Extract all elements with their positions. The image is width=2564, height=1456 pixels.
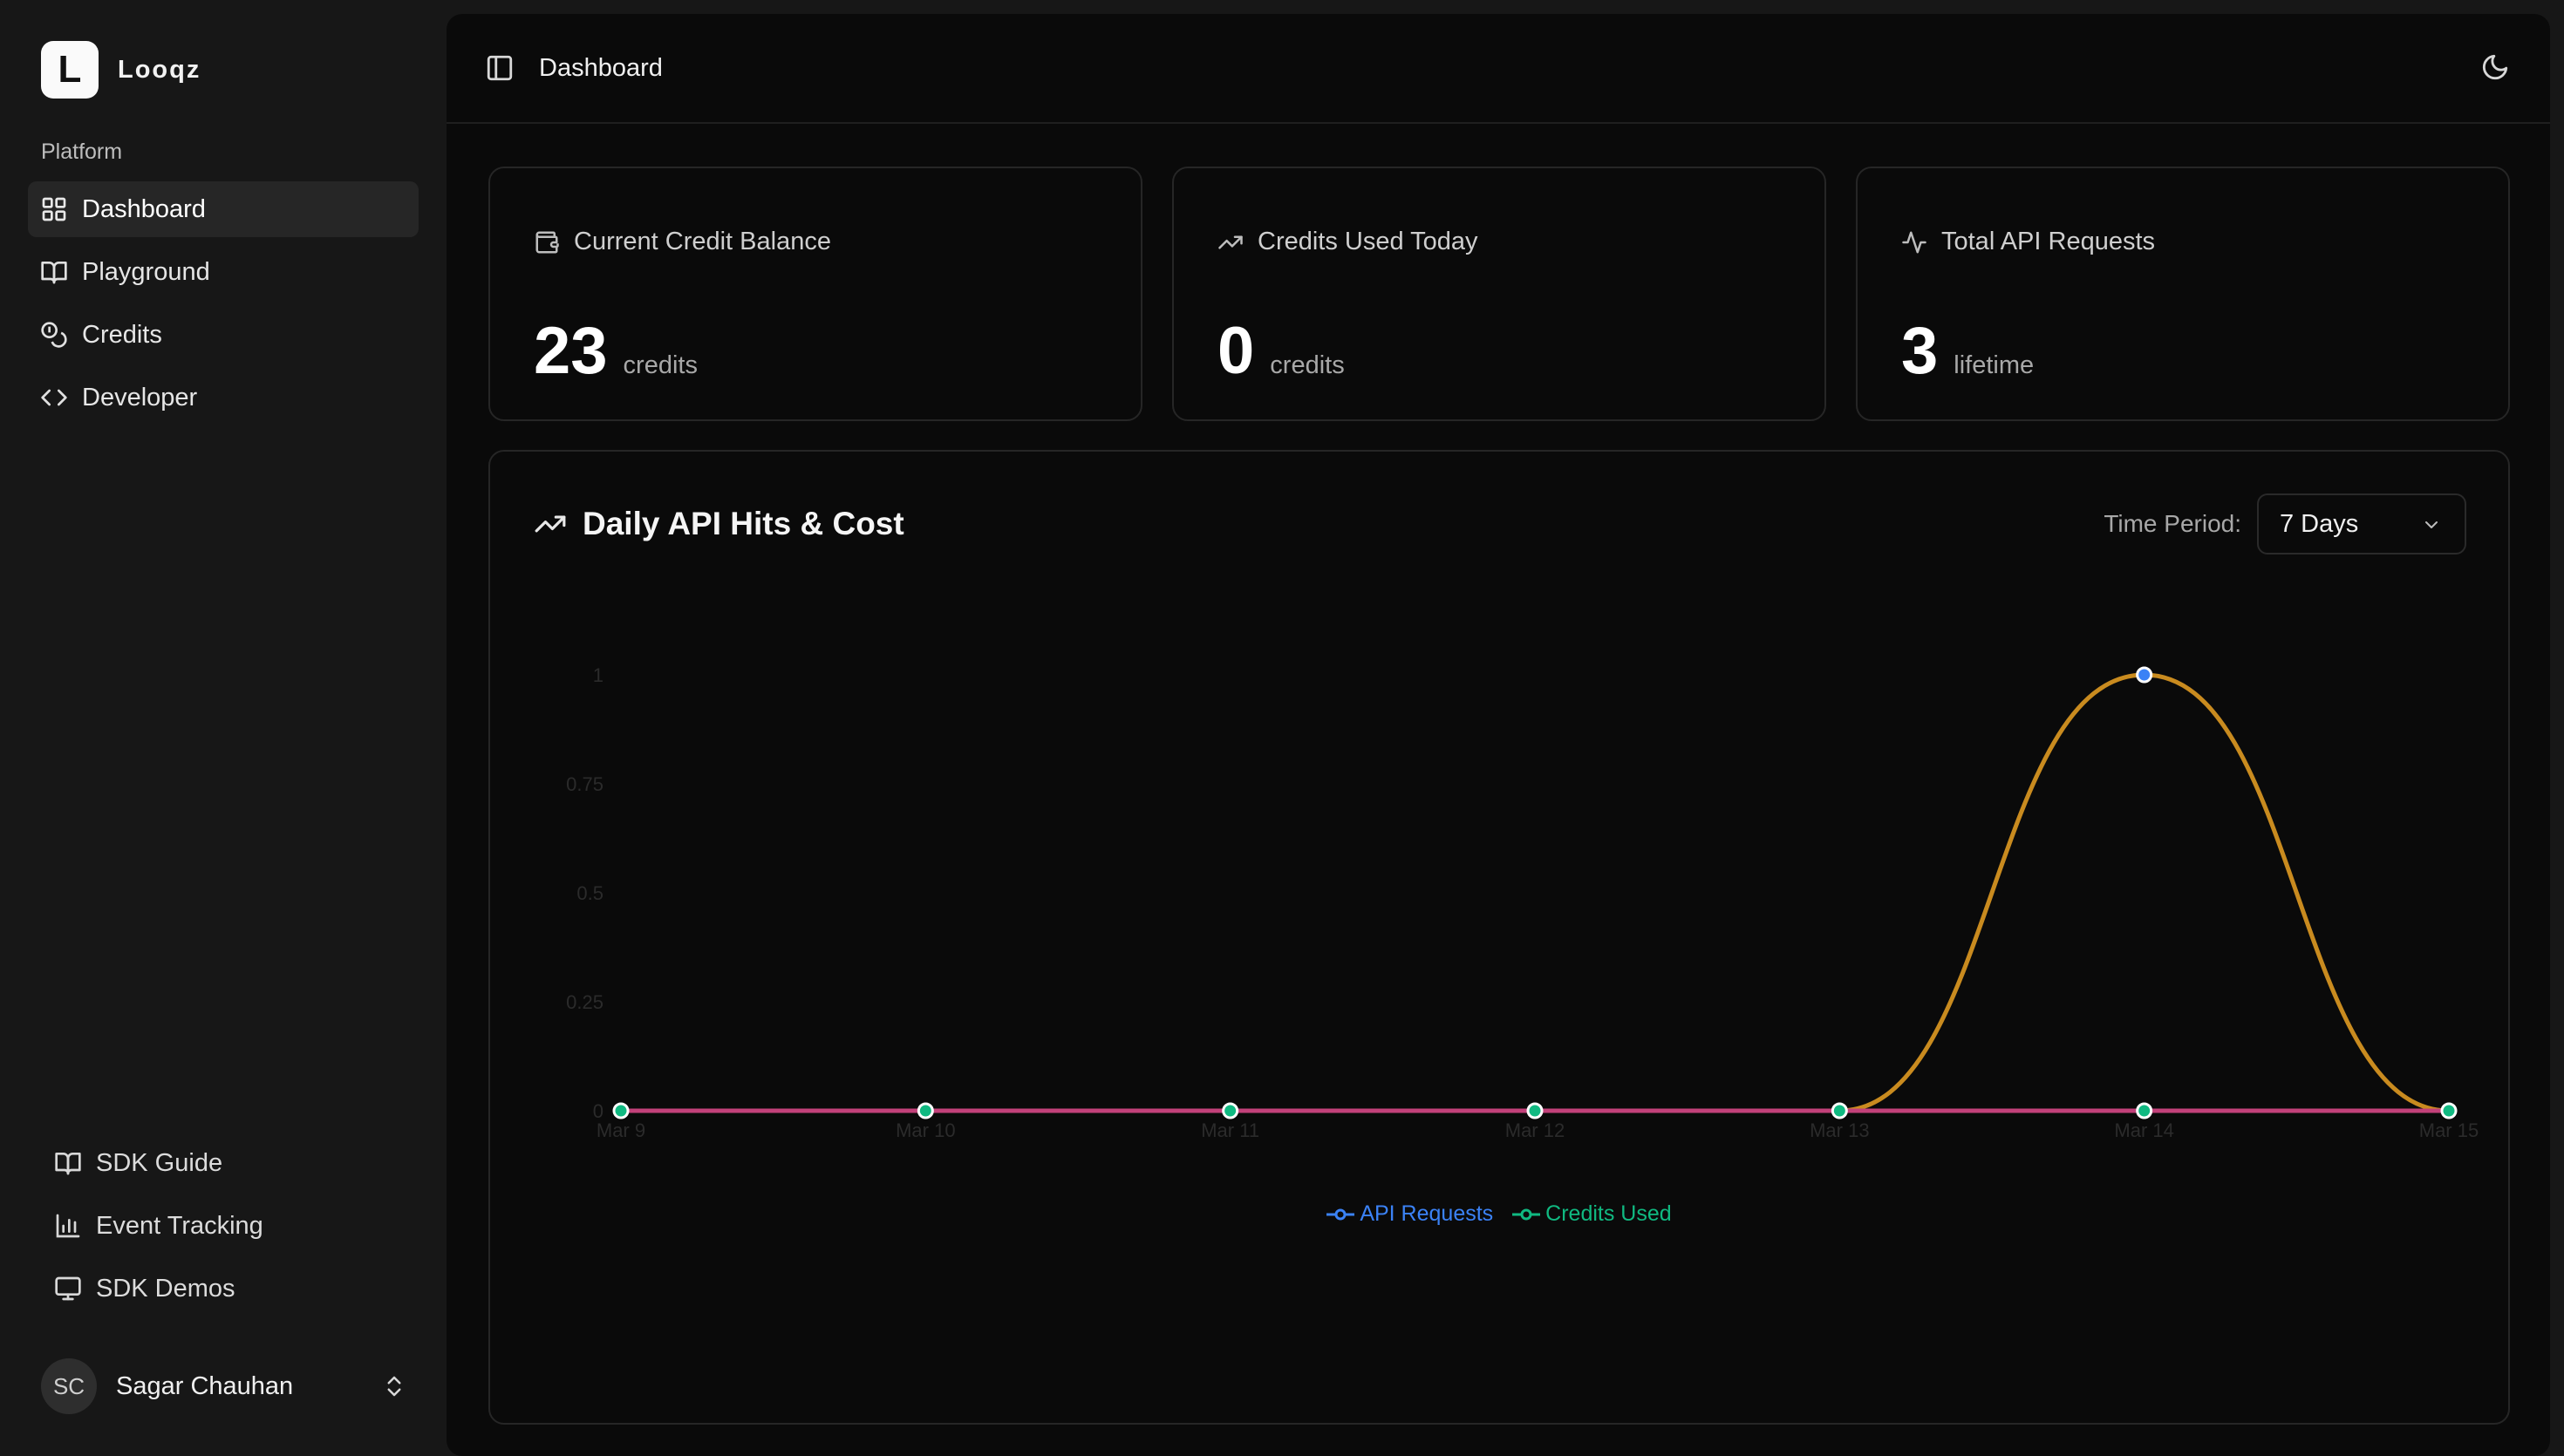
coins-icon [41,322,67,348]
sidebar-item-label: Developer [82,383,198,412]
code-icon [41,389,67,406]
main-panel: Dashboard Current Credit Balance 23 cred… [447,14,2550,1456]
brand[interactable]: L Looqz [41,41,201,99]
sidebar-item-sdk-guide[interactable]: SDK Guide [42,1135,417,1191]
legend-label: Credits Used [1545,1201,1672,1226]
legend-item-api-requests[interactable]: API Requests [1326,1201,1493,1227]
brand-logo: L [41,41,99,99]
stat-card-credits-used-today: Credits Used Today 0 credits [1172,167,1826,421]
sidebar-nav: Dashboard Playground Credits Developer [28,181,419,432]
chevron-down-icon [2425,521,2438,528]
chart-header: Daily API Hits & Cost [534,506,904,542]
stat-cards: Current Credit Balance 23 credits Credit… [488,167,2510,421]
stat-label: Credits Used Today [1258,228,1478,255]
y-tick-label: 0.25 [566,991,603,1013]
y-tick-label: 1 [593,664,603,686]
y-tick-label: 0.75 [566,773,603,795]
stat-label: Current Credit Balance [574,228,831,255]
data-point-credits-used [1831,1102,1848,1119]
time-period-label: Time Period: [2104,510,2241,537]
data-point-credits-used [1222,1102,1239,1119]
data-point-credits-used [2440,1102,2458,1119]
stat-value: 0 [1217,314,1255,388]
chevrons-up-down-icon [387,1376,401,1397]
x-tick-label: Mar 14 [2114,1119,2173,1141]
chart-card: Daily API Hits & Cost Time Period: 7 Day… [488,450,2510,1425]
trending-up-icon [1218,235,1243,248]
sidebar-footer-nav: SDK Guide Event Tracking SDK Demos [42,1135,417,1323]
chart-title: Daily API Hits & Cost [583,506,904,541]
series-line-api-requests [620,672,2450,1113]
stat-label: Total API Requests [1941,228,2156,255]
sidebar-item-label: SDK Demos [96,1274,235,1303]
data-point-api-requests [2136,666,2153,684]
grid-icon [42,197,66,221]
sidebar-item-dashboard[interactable]: Dashboard [28,181,419,237]
sidebar-item-label: SDK Guide [96,1148,223,1177]
stat-unit: credits [1270,351,1345,379]
sidebar-item-developer[interactable]: Developer [28,370,419,425]
trending-up-icon [535,515,566,533]
line-chart: 0 0.25 0.5 0.75 1 Mar 9 Mar 10 Mar 11 Mar 12 Mar … [566,664,2479,1141]
legend-label: API Requests [1360,1201,1494,1226]
stat-value: 3 [1901,314,1939,388]
x-tick-label: Mar 13 [1810,1119,1869,1141]
sidebar-toggle-icon[interactable] [485,53,515,83]
sidebar-item-label: Event Tracking [96,1211,263,1240]
book-open-icon [41,262,67,284]
sidebar-item-label: Dashboard [82,194,206,223]
wallet-icon [535,231,559,253]
sidebar-item-sdk-demos[interactable]: SDK Demos [42,1261,417,1317]
brand-name: Looqz [118,55,201,84]
time-period-control: Time Period: 7 Days [2104,493,2466,555]
topbar: Dashboard [447,14,2550,124]
sidebar-item-playground[interactable]: Playground [28,244,419,300]
data-point-credits-used [612,1102,630,1119]
sidebar-item-label: Playground [82,257,210,286]
activity-icon [1902,231,1926,253]
legend-marker-icon [1512,1208,1541,1220]
legend-item-credits-used[interactable]: Credits Used [1512,1201,1672,1227]
x-tick-label: Mar 9 [597,1119,645,1141]
stat-unit: lifetime [1954,351,2035,379]
sidebar-item-event-tracking[interactable]: Event Tracking [42,1198,417,1254]
page-title: Dashboard [539,53,663,82]
stat-card-credit-balance: Current Credit Balance 23 credits [488,167,1142,421]
time-period-select[interactable]: 7 Days [2257,493,2466,555]
sidebar-item-credits[interactable]: Credits [28,307,419,363]
x-tick-label: Mar 11 [1201,1119,1259,1141]
section-label-platform: Platform [41,139,123,164]
stat-value: 23 [534,314,608,388]
stat-card-total-api-requests: Total API Requests 3 lifetime [1856,167,2510,421]
legend-marker-icon [1326,1208,1355,1220]
x-tick-label: Mar 15 [2419,1119,2479,1141]
sidebar-item-label: Credits [82,320,162,349]
x-tick-label: Mar 12 [1505,1119,1565,1141]
book-open-icon [55,1153,81,1175]
moon-icon[interactable] [2480,52,2510,82]
chart-legend: API Requests Credits Used [490,1201,2508,1227]
data-point-credits-used [1526,1102,1544,1119]
time-period-value: 7 Days [2280,509,2359,538]
avatar: SC [41,1358,97,1414]
sidebar: L Looqz Platform Dashboard Playground Cr… [0,0,445,1456]
monitor-icon [55,1276,81,1301]
data-point-credits-used [917,1102,934,1119]
user-name: Sagar Chauhan [116,1371,294,1400]
data-point-credits-used [2136,1102,2153,1119]
user-menu[interactable]: SC Sagar Chauhan [41,1358,407,1414]
stat-unit: credits [623,351,698,379]
y-tick-label: 0.5 [576,882,603,904]
bar-chart-icon [56,1214,80,1238]
y-tick-label: 0 [593,1100,603,1122]
x-tick-label: Mar 10 [896,1119,955,1141]
